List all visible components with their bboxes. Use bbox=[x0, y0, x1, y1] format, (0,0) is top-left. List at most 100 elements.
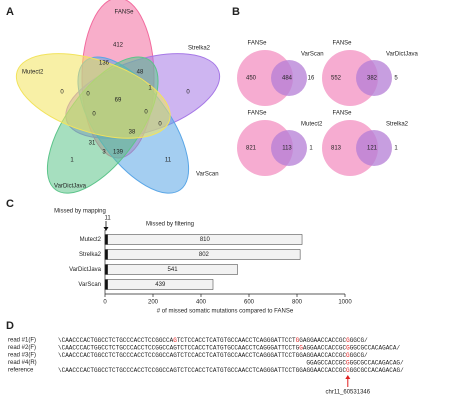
sequence-segment: GGCG/ bbox=[350, 352, 368, 359]
bar-segment bbox=[104, 264, 108, 275]
set-name: Mutect2 bbox=[301, 122, 323, 128]
region-value: 813 bbox=[331, 146, 342, 152]
sequence: \CAACCCACTGGCCTCTGCCCACCTCCGGCCAGTCTCCAC… bbox=[58, 367, 404, 374]
sequence-segment: GGCGCCACAGACAG/ bbox=[350, 359, 404, 366]
x-tick-label: 200 bbox=[148, 300, 159, 306]
bar-segment bbox=[104, 279, 108, 290]
panel-label: D bbox=[6, 320, 14, 332]
region-value: 69 bbox=[115, 98, 122, 104]
series-label: Missed by filtering bbox=[146, 222, 194, 228]
set-ellipse bbox=[15, 53, 171, 139]
sequence-segment: GAGGAACCACCGC bbox=[299, 337, 346, 344]
region-value: 0 bbox=[60, 90, 64, 96]
y-tick-label: VarDictJava bbox=[69, 267, 102, 273]
set-circle bbox=[271, 130, 307, 166]
y-tick-label: VarScan bbox=[78, 282, 101, 288]
region-value: 1 bbox=[309, 146, 313, 152]
region-value: 121 bbox=[367, 146, 378, 152]
sequence: \CAACCCACTGGCCTCTGCCCACCTCCGGCCAGTCTCCAC… bbox=[58, 344, 400, 351]
set-name: VarScan bbox=[196, 172, 219, 178]
region-value: 16 bbox=[308, 76, 315, 82]
bar-value-label: 439 bbox=[155, 282, 166, 288]
bar-value-label: 541 bbox=[168, 267, 179, 273]
sequence: GGAGCCACCGCGGGCGCCACAGACAG/ bbox=[306, 359, 404, 366]
sequence-segment: GGCGCCACAGACA/ bbox=[350, 344, 401, 351]
region-value: 1 bbox=[70, 158, 74, 164]
panel-label: A bbox=[6, 6, 14, 18]
set-circle bbox=[356, 130, 392, 166]
row-label: read #2(F) bbox=[8, 345, 36, 351]
region-value: 139 bbox=[113, 150, 124, 156]
series-label: Missed by mapping bbox=[54, 209, 106, 215]
region-value: 0 bbox=[186, 90, 190, 96]
sequence-segment: \CAACCCACTGGCCTCTGCCCACCTCCGGCCAGTCTCCAC… bbox=[58, 344, 300, 351]
panel-label: C bbox=[6, 198, 14, 210]
region-value: 48 bbox=[137, 70, 144, 76]
sequence-segment: \CAACCCACTGGCCTCTGCCCACCTCCGGCCAGTCTCCAC… bbox=[58, 367, 346, 374]
row-label: read #3(F) bbox=[8, 353, 36, 359]
panel-label: B bbox=[232, 6, 240, 18]
bar-value-label: 810 bbox=[200, 237, 211, 243]
sequence-segment: G bbox=[299, 344, 303, 351]
bar-value-label: 802 bbox=[199, 252, 210, 258]
x-tick-label: 400 bbox=[196, 300, 207, 306]
set-circle bbox=[356, 60, 392, 96]
region-value: 31 bbox=[89, 141, 96, 147]
set-name: Mutect2 bbox=[22, 70, 44, 76]
region-value: 11 bbox=[165, 158, 172, 164]
region-value: 412 bbox=[113, 43, 124, 49]
sequence-segment: G bbox=[296, 337, 300, 344]
y-tick-label: Strelka2 bbox=[79, 252, 102, 258]
sequence-segment: AGGAACCACCGC bbox=[303, 344, 347, 351]
arrow-head bbox=[103, 227, 109, 231]
region-value: 552 bbox=[331, 76, 342, 82]
x-tick-label: 800 bbox=[292, 300, 303, 306]
sequence-segment: G bbox=[346, 352, 350, 359]
row-label: reference bbox=[8, 368, 34, 374]
set-name: VarScan bbox=[301, 52, 324, 58]
bar-segment bbox=[107, 249, 301, 260]
set-name: Strelka2 bbox=[188, 46, 211, 52]
region-value: 0 bbox=[158, 122, 162, 128]
sequence-segment: G bbox=[346, 344, 350, 351]
region-value: 382 bbox=[367, 76, 378, 82]
region-value: 136 bbox=[99, 61, 110, 67]
sequence-segment: G bbox=[346, 367, 350, 374]
sequence: \CAACCCACTGGCCTCTGCCCACCTCCGGCCAGTCTCCAC… bbox=[58, 337, 368, 344]
bar-value-label: 11 bbox=[105, 216, 112, 222]
region-value: 38 bbox=[129, 130, 136, 136]
sequence: \CAACCCACTGGCCTCTGCCCACCTCCGGCCAGTCTCCAC… bbox=[58, 352, 368, 359]
sequence-segment: GGCGCCACAGACAG/ bbox=[350, 367, 404, 374]
x-axis-label: # of missed somatic mutations compared t… bbox=[157, 309, 294, 315]
x-tick-label: 600 bbox=[244, 300, 255, 306]
region-value: 113 bbox=[282, 146, 292, 152]
sequence-segment: G bbox=[173, 337, 177, 344]
bar-segment bbox=[107, 234, 303, 245]
region-value: 1 bbox=[394, 146, 398, 152]
sequence-segment: \CAACCCACTGGCCTCTGCCCACCTCCGGCCA bbox=[58, 337, 174, 344]
set-name: FANSe bbox=[114, 10, 134, 16]
site-label: chr11_60531346 bbox=[325, 390, 370, 396]
sequence-segment: G bbox=[346, 337, 350, 344]
sequence-segment: GGCG/ bbox=[350, 337, 368, 344]
set-name: VarDictJava bbox=[54, 184, 87, 190]
bar-segment bbox=[107, 264, 238, 275]
sequence-segment: TCTCCACCTCATGTGCCAACCTCAGGGATTCCT bbox=[177, 337, 296, 344]
sequence-segment: G bbox=[346, 359, 350, 366]
y-tick-label: Mutect2 bbox=[80, 237, 102, 243]
region-value: 484 bbox=[282, 76, 293, 82]
region-value: 3 bbox=[102, 150, 106, 156]
row-label: read #1(F) bbox=[8, 338, 36, 344]
bar-segment bbox=[104, 234, 108, 245]
x-tick-label: 0 bbox=[103, 300, 107, 306]
sequence-segment: GGAGCCACCGC bbox=[306, 359, 346, 366]
set-name: FANSe bbox=[247, 41, 267, 47]
sequence-segment: \CAACCCACTGGCCTCTGCCCACCTCCGGCCAGTCTCCAC… bbox=[58, 352, 346, 359]
row-label: read #4(R) bbox=[8, 360, 37, 366]
set-circle bbox=[271, 60, 307, 96]
set-name: FANSe bbox=[247, 111, 267, 117]
bar-segment bbox=[104, 249, 108, 260]
set-name: FANSe bbox=[332, 41, 352, 47]
region-value: 1 bbox=[148, 86, 152, 92]
